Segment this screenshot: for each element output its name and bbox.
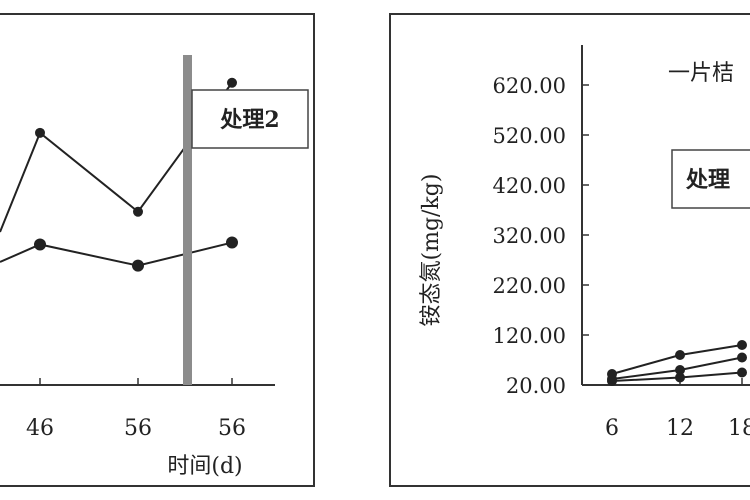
right-y-axis-title: 铵态氮(mg/kg) (419, 174, 444, 327)
left-x-tick-label: 56 (218, 416, 246, 441)
right-data-point (737, 352, 747, 363)
right-data-point (737, 340, 747, 350)
left-x-axis-title: 时间(d) (167, 454, 242, 479)
right-x-tick-label: 6 (605, 416, 619, 441)
right-data-point (675, 372, 685, 383)
right-annotation-text: 处理 (685, 167, 730, 193)
right-annotation-box: 处理 (671, 149, 750, 209)
left-data-point (133, 206, 143, 217)
right-y-tick-label: 320.00 (493, 224, 566, 248)
left-x-tick-label: 46 (26, 416, 54, 441)
right-data-point (675, 350, 685, 360)
left-chart-frame (0, 13, 315, 487)
left-annotation-text: 处理2 (219, 107, 279, 133)
right-y-tick-label: 520.00 (493, 124, 566, 148)
right-x-tick-label: 12 (666, 416, 694, 441)
left-chart: 处理2 46 56 56 时间(d) (0, 13, 315, 487)
right-data-point (675, 365, 685, 375)
left-annotation-box: 处理2 (191, 89, 309, 149)
left-data-point (226, 236, 238, 249)
left-x-tick-label: 56 (124, 416, 152, 441)
right-y-tick-label: 220.00 (493, 274, 566, 298)
right-y-tick-label: 120.00 (493, 324, 566, 348)
right-y-tick-label: 420.00 (493, 174, 566, 198)
right-chart-frame (389, 13, 750, 487)
left-data-point (132, 259, 144, 272)
left-divider-bar (183, 55, 192, 385)
right-y-tick-label: 620.00 (493, 74, 566, 98)
right-chart: 620.00 520.00 420.00 320.00 220.00 120.00 20.0… (389, 13, 750, 487)
left-data-point (34, 238, 46, 251)
right-y-tick-label: 20.00 (506, 374, 566, 398)
left-data-point (35, 127, 45, 138)
right-data-point (607, 376, 617, 386)
right-legend-text: 一片桔 (668, 61, 734, 86)
right-data-point (737, 367, 747, 378)
left-data-point (227, 77, 237, 88)
right-x-tick-label: 18 (728, 416, 750, 441)
